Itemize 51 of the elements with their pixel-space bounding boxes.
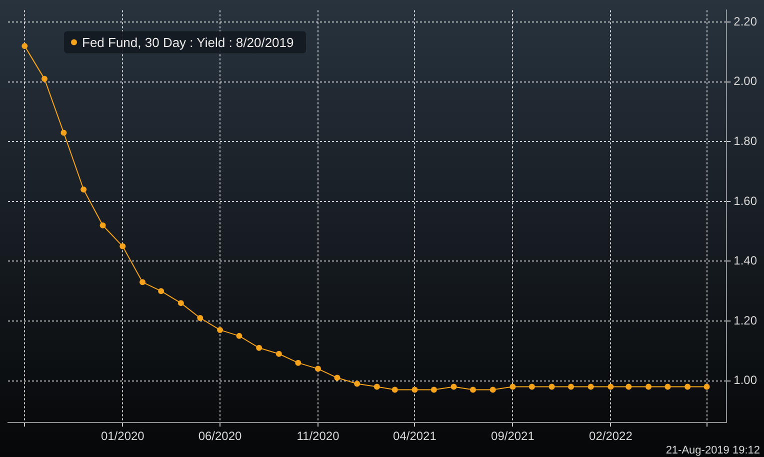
point bbox=[430, 386, 437, 393]
point bbox=[450, 384, 457, 390]
y-tick-label: 1.00 bbox=[734, 373, 758, 388]
point bbox=[608, 384, 614, 390]
point bbox=[178, 300, 184, 306]
y-tick-label: 2.00 bbox=[734, 74, 758, 88]
point bbox=[22, 43, 28, 50]
y-tick-label: 1.80 bbox=[734, 134, 758, 148]
point bbox=[704, 384, 710, 390]
point bbox=[490, 386, 496, 393]
x-tick-label: 02/2022 bbox=[589, 429, 633, 444]
point bbox=[646, 384, 652, 390]
y-tick-label: 1.20 bbox=[734, 313, 758, 328]
x-tick-label: 01/2020 bbox=[100, 429, 145, 444]
legend-label: Fed Fund, 30 Day : Yield : 8/20/2019 bbox=[82, 34, 294, 50]
y-tick-label: 2.20 bbox=[734, 14, 758, 28]
point bbox=[236, 332, 242, 339]
point bbox=[528, 384, 535, 390]
y-tick-label: 1.40 bbox=[734, 254, 758, 268]
point bbox=[256, 344, 262, 351]
point bbox=[626, 384, 632, 390]
point bbox=[374, 384, 380, 390]
point bbox=[120, 243, 126, 250]
point bbox=[392, 386, 398, 393]
point bbox=[334, 374, 340, 381]
point bbox=[158, 288, 164, 294]
point bbox=[470, 386, 476, 393]
point bbox=[315, 366, 322, 372]
point bbox=[60, 130, 67, 136]
point bbox=[510, 384, 516, 390]
point bbox=[664, 384, 671, 390]
point bbox=[217, 326, 224, 333]
x-tick-label: 11/2020 bbox=[296, 429, 340, 444]
point bbox=[588, 384, 594, 390]
point bbox=[568, 384, 574, 390]
point bbox=[684, 384, 691, 390]
point bbox=[412, 386, 418, 393]
point bbox=[100, 222, 106, 228]
point bbox=[548, 384, 555, 390]
point bbox=[295, 360, 302, 366]
point bbox=[140, 279, 146, 286]
x-tick-label: 06/2020 bbox=[198, 429, 242, 444]
x-tick-label: 09/2021 bbox=[491, 429, 535, 444]
y-tick-label: 1.60 bbox=[734, 194, 758, 208]
point bbox=[276, 350, 282, 357]
point bbox=[42, 76, 48, 82]
point bbox=[354, 380, 360, 387]
point bbox=[80, 186, 87, 193]
x-tick-label: 04/2021 bbox=[393, 429, 437, 444]
text: 21-Aug-2019 19:12 bbox=[666, 444, 760, 457]
point bbox=[197, 315, 204, 322]
